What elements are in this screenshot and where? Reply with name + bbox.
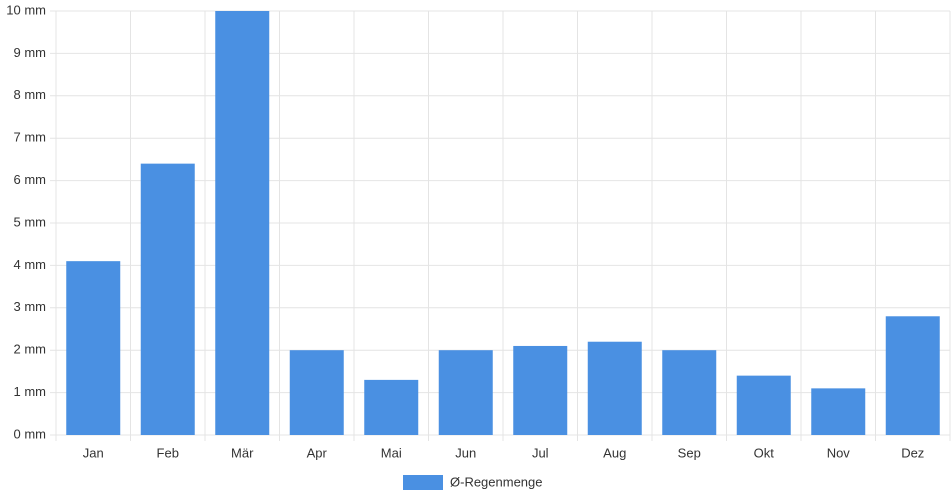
x-tick-label: Aug	[603, 445, 626, 460]
bar	[811, 388, 866, 435]
x-tick-label: Jun	[455, 445, 476, 460]
bar	[513, 345, 568, 435]
bar	[364, 379, 419, 435]
y-tick-label: 10 mm	[6, 2, 46, 17]
x-tick-label: Dez	[901, 445, 924, 460]
y-tick-label: 8 mm	[14, 87, 47, 102]
y-tick-label: 9 mm	[14, 45, 47, 60]
x-tick-label: Sep	[678, 445, 701, 460]
bar	[66, 261, 121, 435]
y-tick-label: 1 mm	[14, 384, 47, 399]
bar	[662, 350, 717, 435]
x-tick-label: Jan	[83, 445, 104, 460]
y-tick-label: 3 mm	[14, 299, 47, 314]
y-tick-label: 5 mm	[14, 214, 47, 229]
x-tick-label: Mai	[381, 445, 402, 460]
bar	[215, 11, 270, 435]
x-tick-label: Jul	[532, 445, 549, 460]
y-tick-label: 6 mm	[14, 172, 47, 187]
y-tick-label: 2 mm	[14, 342, 47, 357]
legend-swatch	[403, 475, 443, 490]
bar	[885, 316, 940, 435]
legend-label: Ø-Regenmenge	[450, 474, 543, 489]
bar	[438, 350, 493, 435]
bar	[736, 375, 791, 435]
x-tick-label: Okt	[754, 445, 775, 460]
bar	[587, 341, 642, 435]
y-tick-label: 0 mm	[14, 426, 47, 441]
bar	[289, 350, 344, 435]
y-tick-label: 4 mm	[14, 257, 47, 272]
x-tick-label: Mär	[231, 445, 254, 460]
x-tick-label: Feb	[157, 445, 179, 460]
bar	[140, 163, 195, 435]
y-tick-label: 7 mm	[14, 130, 47, 145]
x-tick-label: Apr	[307, 445, 328, 460]
x-tick-label: Nov	[827, 445, 851, 460]
